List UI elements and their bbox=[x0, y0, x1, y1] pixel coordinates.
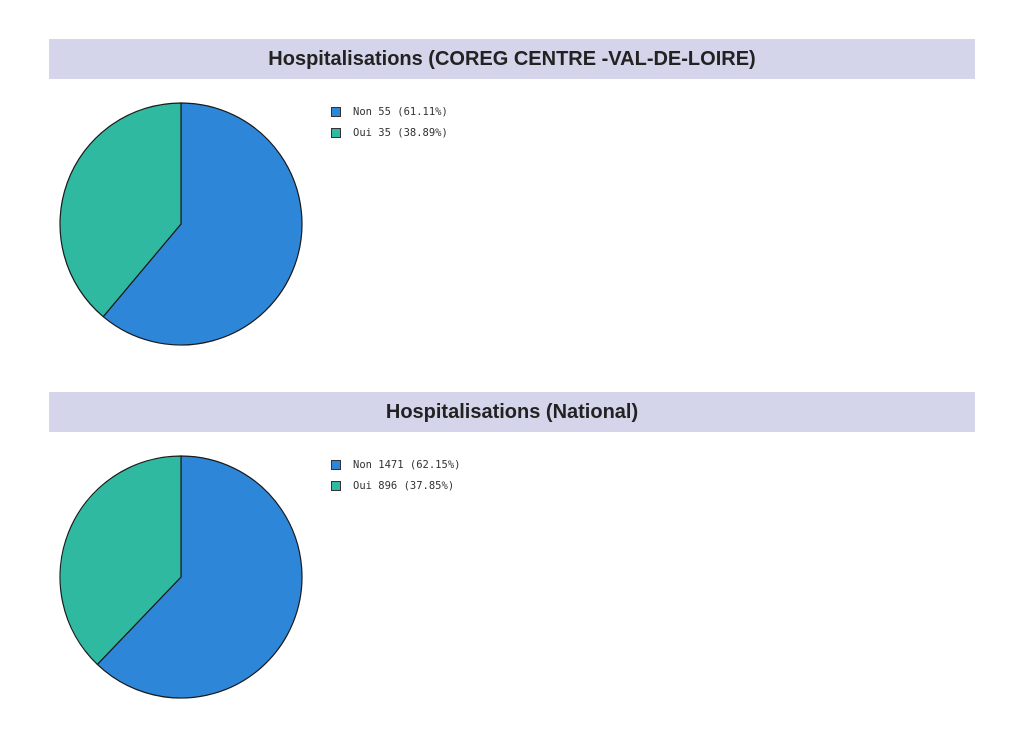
pie-slice-non bbox=[96, 455, 303, 699]
chart-regional: Hospitalisations (COREG CENTRE -VAL-DE-L… bbox=[0, 39, 1024, 369]
pie-slice-oui bbox=[59, 102, 182, 318]
chart-title-bar: Hospitalisations (COREG CENTRE -VAL-DE-L… bbox=[49, 39, 975, 79]
pie-chart bbox=[59, 102, 303, 346]
chart-title: Hospitalisations (National) bbox=[385, 400, 639, 423]
pie-slice-oui bbox=[59, 455, 182, 666]
legend-swatch-non bbox=[331, 459, 341, 470]
legend: Non 55 (61.11%) Oui 35 (38.89%) bbox=[331, 101, 448, 143]
pie-chart bbox=[59, 455, 303, 699]
chart-title-bar: Hospitalisations (National) bbox=[49, 392, 975, 432]
legend-item-oui: Oui 35 (38.89%) bbox=[331, 122, 448, 143]
legend-swatch-non bbox=[331, 106, 341, 117]
legend-label-non: Non 55 (61.11%) bbox=[353, 105, 448, 118]
pie-slice-non bbox=[102, 102, 303, 346]
legend-swatch-oui bbox=[331, 480, 341, 491]
chart-national: Hospitalisations (National) Non 1471 (62… bbox=[0, 392, 1024, 722]
legend-item-oui: Oui 896 (37.85%) bbox=[331, 475, 460, 496]
legend-label-oui: Oui 896 (37.85%) bbox=[353, 479, 455, 492]
legend: Non 1471 (62.15%) Oui 896 (37.85%) bbox=[331, 454, 460, 496]
legend-label-oui: Oui 35 (38.89%) bbox=[353, 126, 448, 139]
legend-item-non: Non 1471 (62.15%) bbox=[331, 454, 460, 475]
legend-item-non: Non 55 (61.11%) bbox=[331, 101, 448, 122]
chart-title: Hospitalisations (COREG CENTRE -VAL-DE-L… bbox=[268, 47, 756, 70]
legend-swatch-oui bbox=[331, 127, 341, 138]
legend-label-non: Non 1471 (62.15%) bbox=[353, 458, 461, 471]
